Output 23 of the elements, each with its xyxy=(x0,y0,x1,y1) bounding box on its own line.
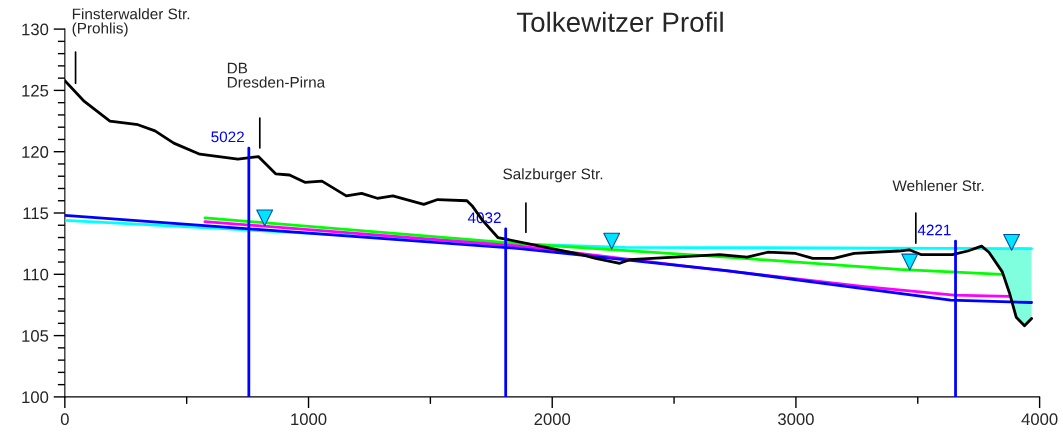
x-tick-label: 4000 xyxy=(1021,413,1058,426)
y-tick-label: 110 xyxy=(23,268,49,281)
y-tick-label: 120 xyxy=(22,146,49,158)
annotation: Finsterwalder Str. (Prohlis) xyxy=(72,8,190,37)
y-tick-label: 100 xyxy=(22,391,49,404)
annotation: DB Dresden-Pirna xyxy=(227,62,326,88)
point xyxy=(603,232,621,250)
x-tick-label: 3000 xyxy=(778,413,814,426)
chart-title: Tolkewitzer Profil xyxy=(516,11,723,33)
point xyxy=(901,253,919,271)
annotation: Wehlener Str. xyxy=(892,179,984,192)
y-tick-label: 125 xyxy=(22,84,49,97)
series-label: 5022 xyxy=(211,131,244,143)
y-tick-label: 115 xyxy=(23,207,49,220)
point xyxy=(1003,233,1021,251)
annotation: Salzburger Str. xyxy=(503,168,603,183)
x-tick-label: 0 xyxy=(60,413,69,426)
x-tick-label: 2000 xyxy=(534,413,571,426)
series-label: 4221 xyxy=(917,224,951,236)
point xyxy=(256,209,274,227)
y-tick-label: 130 xyxy=(22,23,49,36)
y-tick-label: 105 xyxy=(22,330,49,342)
x-tick-label: 1000 xyxy=(291,413,327,426)
